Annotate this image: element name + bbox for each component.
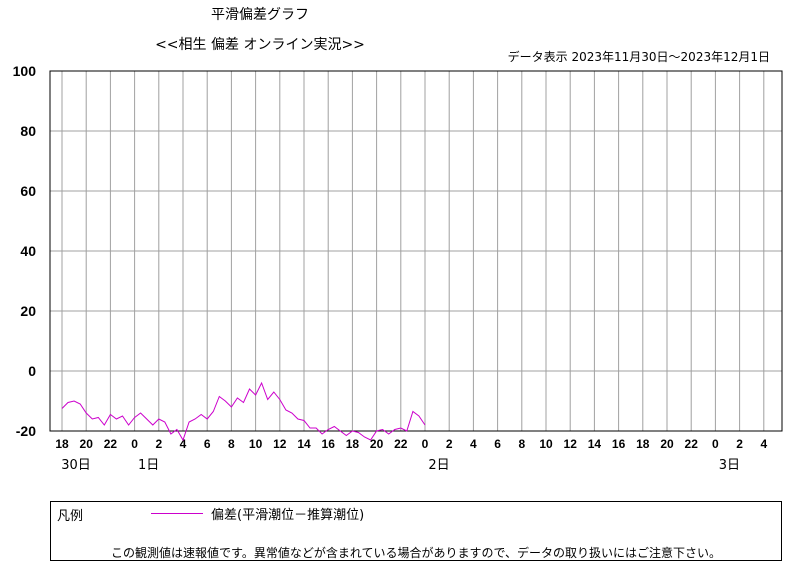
x-tick-label: 22: [685, 437, 699, 451]
x-tick-label: 0: [712, 437, 719, 451]
y-tick-label: 60: [20, 183, 36, 199]
plot-frame: [49, 70, 783, 432]
x-tick-label: 18: [55, 437, 69, 451]
x-tick-label: 4: [760, 437, 767, 451]
y-tick-label: -20: [16, 423, 36, 439]
x-tick-label: 0: [422, 437, 429, 451]
day-labels: 30日 1日 2日 3日: [61, 458, 740, 473]
y-tick-label: 80: [20, 123, 36, 139]
chart-title: 平滑偏差グラフ: [211, 7, 309, 23]
x-tick-label: 4: [180, 437, 187, 451]
legend-line-swatch: [151, 513, 203, 514]
x-tick-label: 8: [518, 437, 525, 451]
y-tick-label: 40: [20, 243, 36, 259]
x-tick-label: 20: [80, 437, 94, 451]
x-tick-label: 22: [394, 437, 408, 451]
deviation-series-line: [61, 381, 426, 442]
day-label: 30日: [61, 458, 91, 473]
y-tick-label: 100: [13, 63, 37, 79]
data-period-label: データ表示 2023年11月30日～2023年12月1日: [507, 50, 770, 64]
x-tick-label: 18: [636, 437, 650, 451]
x-tick-label: 10: [249, 437, 263, 451]
legend-title: 凡例: [57, 509, 84, 524]
grid-lines: [49, 70, 783, 432]
x-tick-label: 12: [273, 437, 287, 451]
chart-subtitle: <<相生 偏差 オンライン実況>>: [155, 37, 365, 53]
y-tick-label: 20: [20, 303, 36, 319]
legend-box: 凡例 偏差(平滑潮位－推算潮位) この観測値は速報値です。異常値などが含まれてい…: [50, 501, 782, 561]
legend-series-label: 偏差(平滑潮位－推算潮位): [211, 508, 365, 523]
x-tick-label: 0: [131, 437, 138, 451]
day-label: 3日: [719, 458, 740, 473]
x-tick-label: 4: [470, 437, 477, 451]
x-tick-label: 16: [322, 437, 336, 451]
x-tick-label: 8: [228, 437, 235, 451]
x-tick-label: 20: [660, 437, 674, 451]
day-label: 1日: [138, 458, 159, 473]
x-tick-label: 12: [564, 437, 578, 451]
y-tick-labels: 100 80 60 40 20 0 -20: [13, 63, 37, 439]
x-tick-label: 6: [204, 437, 211, 451]
data-notice: この観測値は速報値です。異常値などが含まれている場合がありますので、データの取り…: [111, 546, 721, 560]
x-tick-labels: 18 20 22 0 2 4 6 8 10 12 14 16 18 20 22 0 2 4 6 8 10 12 14 16 18…: [55, 437, 767, 451]
x-tick-label: 18: [346, 437, 360, 451]
x-tick-label: 14: [297, 437, 311, 451]
x-tick-label: 2: [155, 437, 162, 451]
y-tick-label: 0: [28, 363, 36, 379]
x-tick-label: 20: [370, 437, 384, 451]
x-tick-label: 2: [736, 437, 743, 451]
day-label: 2日: [428, 458, 449, 473]
x-tick-label: 22: [104, 437, 118, 451]
x-tick-label: 16: [612, 437, 626, 451]
x-tick-label: 6: [494, 437, 501, 451]
x-tick-label: 14: [588, 437, 602, 451]
x-tick-label: 10: [539, 437, 553, 451]
series-layer: [61, 381, 426, 442]
x-tick-label: 2: [446, 437, 453, 451]
